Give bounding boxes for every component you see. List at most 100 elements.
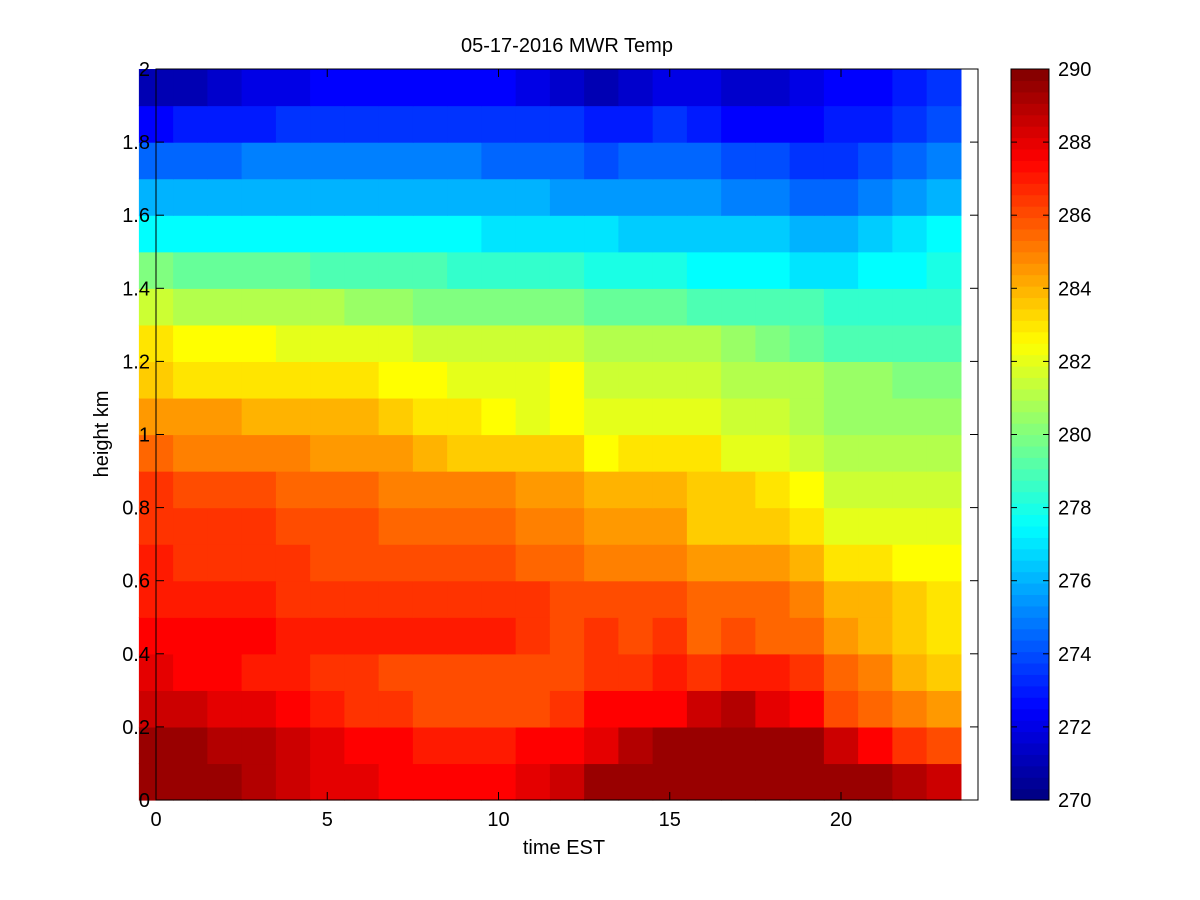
colorbar-swatch: [1011, 537, 1049, 550]
heatmap-cell: [823, 726, 859, 765]
heatmap-cell: [584, 544, 619, 582]
x-axis-ticks: 0 5 10 15 20: [150, 69, 852, 831]
heatmap-cell: [447, 215, 482, 253]
heatmap-cell: [789, 471, 825, 509]
heatmap-cell: [926, 142, 962, 180]
heatmap-cell: [755, 215, 791, 253]
heatmap-cell: [755, 251, 791, 289]
colorbar-swatch: [1011, 697, 1049, 710]
heatmap-cell: [378, 544, 414, 582]
heatmap-cell: [412, 544, 448, 582]
heatmap-cell: [549, 434, 585, 472]
heatmap-cell: [275, 397, 311, 436]
heatmap-cell: [241, 69, 277, 107]
heatmap-cell: [858, 763, 893, 801]
heatmap-cell: [412, 215, 448, 253]
colorbar-swatch: [1011, 720, 1049, 733]
heatmap-cell: [241, 105, 277, 143]
heatmap-cell: [515, 544, 551, 582]
heatmap-cell: [241, 434, 277, 472]
heatmap-cell: [515, 178, 551, 216]
heatmap-cell: [789, 690, 825, 728]
heatmap-cell: [926, 434, 962, 472]
heatmap-cell: [926, 507, 962, 545]
heatmap-cell: [344, 726, 380, 765]
heatmap-cell: [241, 726, 277, 765]
heatmap-cell: [515, 690, 551, 728]
heatmap-cell: [481, 617, 517, 655]
heatmap-cell: [207, 215, 243, 253]
heatmap-cell: [310, 653, 345, 691]
heatmap-cell: [173, 653, 208, 691]
heatmap-cell: [686, 507, 722, 545]
heatmap-cell: [344, 142, 380, 180]
heatmap-cell: [378, 105, 414, 143]
colorbar-swatch: [1011, 286, 1049, 299]
heatmap-cell: [858, 324, 893, 362]
heatmap-cell: [344, 434, 380, 472]
heatmap-cell: [926, 471, 962, 509]
heatmap-cell: [823, 690, 859, 728]
heatmap-cell: [344, 215, 380, 253]
heatmap-cell: [515, 288, 551, 326]
x-tick-label: 20: [830, 809, 852, 831]
heatmap-cell: [275, 763, 311, 801]
heatmap-cell: [755, 507, 791, 545]
heatmap-cell: [344, 361, 380, 399]
heatmap-cell: [584, 324, 619, 362]
heatmap-cell: [412, 763, 448, 801]
heatmap-cell: [823, 142, 859, 180]
heatmap-cell: [789, 215, 825, 253]
heatmap-cell: [344, 690, 380, 728]
y-tick-label: 0: [139, 790, 150, 812]
heatmap-cell: [207, 251, 243, 289]
heatmap-cell: [858, 580, 893, 618]
heatmap-cell: [207, 69, 243, 107]
heatmap-cell: [275, 69, 311, 107]
heatmap-cell: [755, 690, 791, 728]
heatmap-cell: [823, 288, 859, 326]
heatmap-cell: [412, 178, 448, 216]
heatmap-cell: [892, 434, 928, 472]
heatmap-cell: [618, 105, 654, 143]
colorbar-swatch: [1011, 548, 1049, 561]
colorbar-swatch: [1011, 308, 1049, 321]
heatmap-cell: [618, 471, 654, 509]
heatmap-cell: [412, 397, 448, 436]
heatmap-cell: [207, 105, 243, 143]
heatmap-cell: [412, 324, 448, 362]
heatmap-cell: [515, 434, 551, 472]
heatmap-cell: [207, 324, 243, 362]
heatmap-cell: [378, 580, 414, 618]
heatmap-cell: [823, 580, 859, 618]
heatmap-cell: [618, 763, 654, 801]
heatmap-cell: [618, 507, 654, 545]
heatmap-cell: [686, 69, 722, 107]
heatmap-cell: [344, 471, 380, 509]
heatmap-cell: [207, 361, 243, 399]
heatmap-cell: [241, 471, 277, 509]
heatmap-cell: [173, 361, 208, 399]
heatmap-cell: [447, 69, 482, 107]
heatmap-cell: [926, 544, 962, 582]
heatmap-cell: [892, 653, 928, 691]
heatmap-cell: [686, 324, 722, 362]
heatmap-cell: [926, 763, 962, 801]
colorbar-swatch: [1011, 103, 1049, 116]
heatmap-cell: [173, 726, 208, 765]
heatmap-cell: [686, 434, 722, 472]
heatmap-cell: [926, 580, 962, 618]
heatmap-cell: [515, 361, 551, 399]
heatmap-cell: [412, 653, 448, 691]
heatmap-cell: [892, 507, 928, 545]
heatmap-cell: [275, 324, 311, 362]
heatmap-cell: [173, 690, 208, 728]
heatmap-cell: [481, 215, 517, 253]
heatmap-cell: [310, 397, 345, 436]
heatmap-cell: [584, 215, 619, 253]
colorbar-swatch: [1011, 194, 1049, 207]
colorbar-swatch: [1011, 263, 1049, 276]
colorbar-swatch: [1011, 400, 1049, 413]
heatmap-cell: [173, 215, 208, 253]
heatmap-cell: [618, 215, 654, 253]
